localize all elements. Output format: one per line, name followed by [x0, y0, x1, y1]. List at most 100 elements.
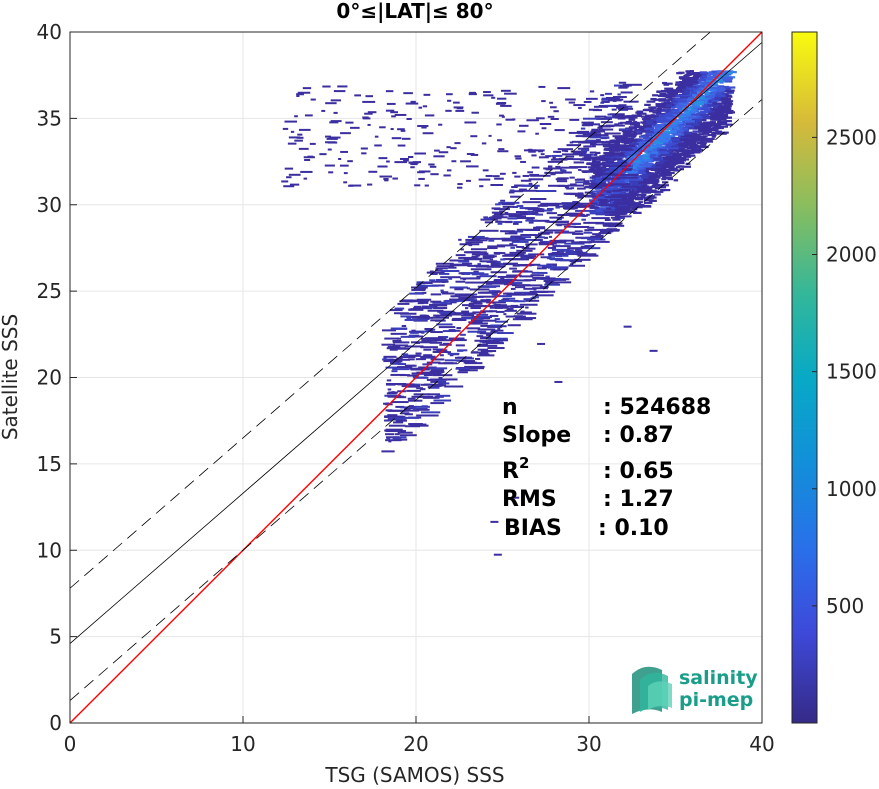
- density-cell: [577, 147, 590, 150]
- density-cell: [447, 352, 460, 355]
- density-cell: [445, 109, 452, 112]
- density-cell: [588, 228, 605, 231]
- density-cell: [568, 101, 576, 104]
- density-cell: [408, 308, 414, 311]
- density-cell: [497, 222, 503, 225]
- density-cell: [401, 137, 411, 140]
- density-cell: [471, 111, 479, 114]
- density-cell: [309, 142, 316, 145]
- density-cell: [434, 303, 444, 306]
- density-cell: [591, 190, 600, 193]
- density-cell: [589, 151, 597, 154]
- density-cell: [628, 192, 636, 196]
- density-cell: [614, 123, 619, 126]
- density-cell: [410, 341, 432, 344]
- density-cell: [690, 105, 700, 108]
- density-cell: [637, 197, 643, 201]
- density-cell: [656, 107, 663, 111]
- density-cell: [674, 89, 684, 92]
- density-cell: [628, 170, 638, 174]
- density-cell: [564, 252, 577, 255]
- density-cell: [403, 416, 420, 419]
- density-cell: [618, 205, 626, 209]
- density-cell: [490, 216, 508, 219]
- density-cell: [590, 140, 599, 143]
- density-cell: [585, 139, 600, 142]
- density-cell: [675, 160, 684, 163]
- density-cell: [634, 198, 640, 201]
- density-cell: [655, 132, 662, 136]
- density-cell: [540, 231, 554, 234]
- density-cell: [484, 217, 491, 220]
- density-cell: [681, 165, 692, 168]
- density-cell: [609, 163, 617, 166]
- density-cell: [500, 230, 515, 233]
- density-cell: [298, 147, 309, 150]
- density-cell: [650, 154, 657, 157]
- density-cell: [573, 104, 586, 107]
- density-cell: [645, 170, 650, 173]
- density-cell: [666, 154, 672, 158]
- density-cell: [531, 219, 550, 222]
- density-cell: [401, 353, 409, 356]
- density-cell: [595, 190, 601, 193]
- density-cell: [411, 288, 426, 291]
- density-cell: [490, 324, 504, 327]
- density-cell: [476, 319, 497, 322]
- density-cell: [593, 153, 598, 156]
- density-cell: [687, 127, 695, 130]
- density-cell: [584, 229, 590, 232]
- density-cell: [683, 151, 689, 154]
- density-cell: [661, 136, 669, 139]
- density-cell: [549, 101, 554, 104]
- density-cell: [483, 91, 491, 94]
- density-cell: [641, 205, 652, 208]
- density-cell: [673, 113, 678, 116]
- density-cell: [677, 137, 687, 140]
- density-cell: [427, 330, 434, 333]
- density-cell: [679, 168, 684, 171]
- density-cell: [657, 174, 666, 177]
- density-cell: [561, 230, 569, 233]
- density-cell: [672, 167, 678, 171]
- density-cell: [681, 110, 691, 113]
- density-cell: [397, 144, 406, 147]
- density-cell: [618, 189, 631, 192]
- density-cell: [440, 269, 460, 272]
- density-cell: [512, 284, 531, 287]
- density-cell: [464, 362, 483, 365]
- density-cell: [502, 205, 515, 208]
- density-cell: [600, 94, 605, 97]
- density-cell: [566, 187, 573, 190]
- density-cell: [437, 310, 455, 313]
- density-cell: [554, 380, 563, 383]
- density-cell: [514, 175, 521, 178]
- density-cell: [450, 264, 465, 267]
- density-cell: [385, 366, 398, 369]
- density-cell: [593, 179, 604, 182]
- density-cell: [722, 78, 731, 81]
- density-cell: [664, 153, 673, 156]
- density-cell: [419, 388, 426, 391]
- density-cell: [660, 89, 671, 93]
- density-cell: [639, 112, 647, 115]
- density-cell: [525, 219, 538, 222]
- density-cell: [555, 178, 567, 181]
- density-cell: [448, 266, 457, 269]
- density-cell: [711, 135, 716, 138]
- density-cell: [500, 104, 512, 107]
- density-cell: [466, 327, 481, 330]
- density-cell: [717, 106, 723, 109]
- density-cell: [416, 387, 423, 390]
- density-cell: [418, 106, 423, 109]
- density-cell: [566, 144, 581, 147]
- density-cell: [470, 300, 491, 303]
- density-cell: [460, 277, 481, 280]
- density-cell: [493, 339, 509, 342]
- y-tick-label: 0: [49, 711, 62, 735]
- density-cell: [697, 146, 702, 150]
- density-cell: [687, 149, 693, 152]
- density-cell: [390, 373, 406, 376]
- density-cell: [454, 293, 470, 296]
